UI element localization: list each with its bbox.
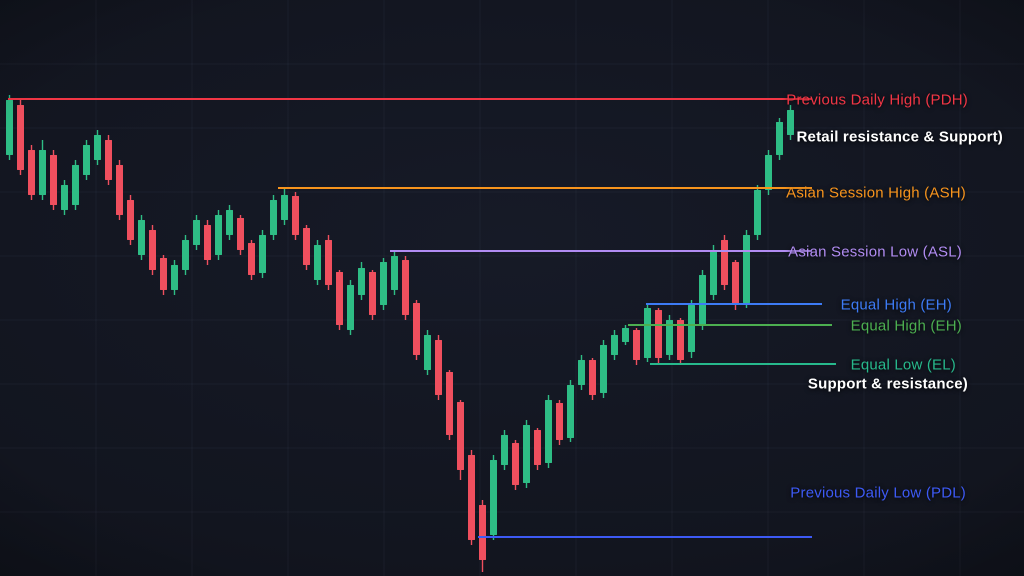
candle: [226, 205, 233, 240]
candle: [754, 185, 761, 240]
candle: [61, 180, 68, 215]
candle: [556, 400, 563, 445]
candle: [457, 400, 464, 480]
candle: [633, 328, 640, 365]
candle: [281, 188, 288, 225]
candle: [534, 428, 541, 470]
candle: [402, 256, 409, 320]
candle: [787, 105, 794, 140]
candle: [446, 370, 453, 440]
candle: [50, 150, 57, 210]
level-label-support: Support & resistance): [807, 375, 968, 393]
candle: [270, 195, 277, 240]
candle: [358, 262, 365, 300]
candle: [622, 325, 629, 345]
candle: [501, 430, 508, 470]
candle: [578, 355, 585, 390]
candle: [314, 240, 321, 285]
candle: [6, 95, 13, 160]
level-label-eh-blue: Equal High (EH): [840, 296, 952, 314]
candle: [699, 270, 706, 330]
candle: [391, 251, 398, 295]
candle: [28, 145, 35, 200]
candle: [413, 300, 420, 360]
candle: [248, 240, 255, 280]
candle: [732, 260, 739, 310]
candle: [83, 140, 90, 180]
candle: [237, 215, 244, 255]
candle: [545, 395, 552, 468]
level-label-eh-green: Equal High (EH): [850, 317, 962, 335]
level-label-asl: Asian Session Low (ASL): [788, 243, 962, 261]
candle: [688, 300, 695, 358]
level-label-pdh: Previous Daily High (PDH): [786, 91, 968, 109]
candle: [567, 380, 574, 442]
candle: [116, 160, 123, 220]
candle: [468, 450, 475, 545]
candle: [72, 160, 79, 210]
candle: [611, 330, 618, 360]
level-label-el: Equal Low (EL): [850, 356, 956, 374]
candle: [39, 140, 46, 200]
candle: [182, 235, 189, 275]
candle: [512, 440, 519, 490]
candle: [160, 255, 167, 295]
candle: [336, 270, 343, 330]
candle: [94, 130, 101, 165]
level-lines: [8, 98, 836, 538]
candle: [149, 225, 156, 275]
candle: [303, 225, 310, 270]
candle: [424, 330, 431, 375]
candle: [369, 270, 376, 320]
candle: [710, 245, 717, 300]
candle: [589, 358, 596, 400]
candle: [105, 135, 112, 185]
level-label-pdl: Previous Daily Low (PDL): [790, 484, 966, 502]
level-label-retail: Retail resistance & Support): [796, 128, 1003, 146]
candle: [325, 235, 332, 290]
candle: [171, 260, 178, 295]
candle: [215, 210, 222, 260]
candle: [435, 335, 442, 400]
candle: [17, 98, 24, 175]
candle: [204, 220, 211, 265]
candle: [138, 215, 145, 260]
candle: [523, 420, 530, 488]
candle: [127, 195, 134, 245]
candle: [644, 304, 651, 362]
candle: [490, 455, 497, 540]
candle: [347, 280, 354, 335]
candle: [655, 308, 662, 364]
candle: [380, 258, 387, 310]
candles: [6, 95, 794, 572]
level-label-ash: Asian Session High (ASH): [786, 184, 966, 202]
candle: [193, 215, 200, 250]
candle: [259, 230, 266, 278]
candle: [666, 315, 673, 360]
candle: [600, 340, 607, 398]
candle: [776, 118, 783, 160]
candle: [292, 192, 299, 240]
